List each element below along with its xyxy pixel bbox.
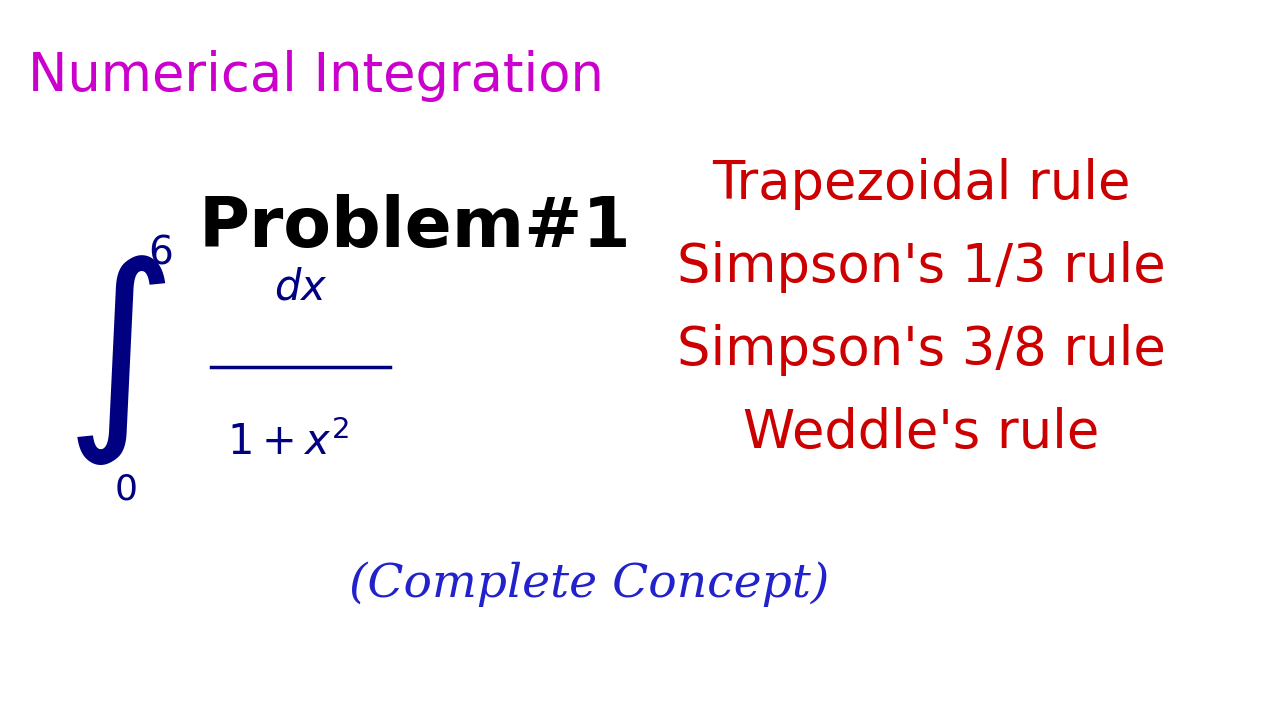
Text: $6$: $6$ bbox=[147, 233, 173, 271]
Text: Numerical Integration: Numerical Integration bbox=[28, 50, 604, 102]
Text: Simpson's 1/3 rule: Simpson's 1/3 rule bbox=[677, 241, 1166, 293]
Text: Weddle's rule: Weddle's rule bbox=[744, 407, 1100, 459]
Text: $dx$: $dx$ bbox=[274, 267, 328, 309]
Text: $\int$: $\int$ bbox=[64, 253, 166, 467]
Text: $1 + x^2$: $1 + x^2$ bbox=[227, 421, 349, 464]
Text: Trapezoidal rule: Trapezoidal rule bbox=[713, 158, 1130, 210]
Text: Simpson's 3/8 rule: Simpson's 3/8 rule bbox=[677, 324, 1166, 376]
Text: $0$: $0$ bbox=[114, 472, 137, 507]
Text: Problem#1: Problem#1 bbox=[198, 194, 631, 261]
Text: (Complete Concept): (Complete Concept) bbox=[348, 562, 829, 607]
